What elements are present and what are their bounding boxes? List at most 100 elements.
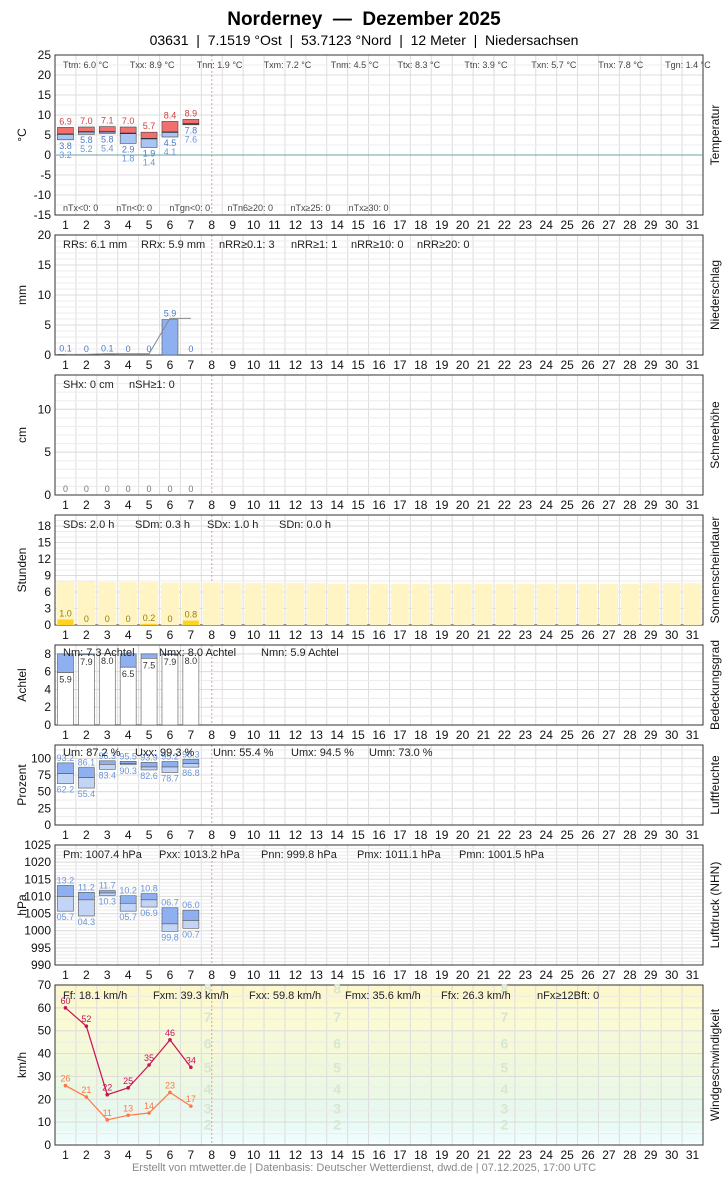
x-tick-label: 4 xyxy=(125,358,132,372)
x-tick-label: 8 xyxy=(208,628,215,642)
tmin-label: 3.8 xyxy=(59,141,72,151)
tmin-bar xyxy=(161,131,179,138)
sun-possible-bar xyxy=(56,581,75,625)
press-lower-bar xyxy=(119,902,137,912)
stat-text: Tgn: 1.4 °C xyxy=(665,60,711,70)
tground-label: 5.2 xyxy=(80,144,93,154)
tmax-label: 7.0 xyxy=(122,116,135,126)
x-tick-label: 15 xyxy=(351,828,365,842)
tmax-label: 7.1 xyxy=(101,116,114,126)
y-tick-label: 75 xyxy=(38,768,52,782)
press-lower-bar xyxy=(57,896,74,912)
wind-mean-point xyxy=(63,1083,68,1088)
x-tick-label: 17 xyxy=(393,218,407,232)
x-tick-label: 2 xyxy=(83,628,90,642)
x-tick-label: 30 xyxy=(665,498,679,512)
stat-text: Ttm: 6.0 °C xyxy=(63,60,109,70)
x-tick-label: 6 xyxy=(167,728,174,742)
wind-mean-label: 11 xyxy=(103,1108,112,1118)
beaufort-band xyxy=(55,1055,703,1079)
press-max-label: 11.2 xyxy=(78,882,95,892)
x-tick-label: 3 xyxy=(104,498,111,512)
x-tick-label: 22 xyxy=(498,498,512,512)
press-max-label: 10.2 xyxy=(119,886,137,896)
stat-text: SDn: 0.0 h xyxy=(279,519,331,531)
cloud-free-bar xyxy=(98,653,116,726)
y-tick-label: 25 xyxy=(38,801,52,815)
press-upper-bar xyxy=(98,890,116,894)
x-tick-label: 25 xyxy=(560,218,574,232)
x-tick-label: 7 xyxy=(188,728,195,742)
x-tick-label: 24 xyxy=(540,828,554,842)
tground-label: 5.4 xyxy=(101,143,114,153)
sun-possible-bar xyxy=(411,583,430,625)
beaufort-label: 2 xyxy=(204,1116,212,1132)
x-tick-label: 7 xyxy=(188,498,195,512)
hum-upper-bar xyxy=(57,762,74,774)
x-tick-label: 16 xyxy=(372,1148,386,1162)
x-tick-label: 26 xyxy=(581,828,595,842)
tground-label: 1.4 xyxy=(143,157,156,167)
sun-possible-bar xyxy=(265,583,284,625)
tmax-label: 6.9 xyxy=(59,116,72,126)
y-tick-label: 50 xyxy=(38,1024,52,1038)
x-tick-label: 27 xyxy=(602,498,616,512)
beaufort-label: 2 xyxy=(501,1116,509,1132)
sun-label: 1.0 xyxy=(59,609,72,619)
hum-lower-bar xyxy=(182,763,200,768)
y-tick-label: 20 xyxy=(38,1092,52,1106)
beaufort-label: 7 xyxy=(333,1009,341,1025)
beaufort-label: 6 xyxy=(204,1035,212,1051)
y-tick-label: 0 xyxy=(44,818,51,832)
rain-label: 5.9 xyxy=(164,309,177,319)
press-upper-bar xyxy=(57,885,74,897)
panel-title: Niederschlag xyxy=(708,260,722,330)
x-tick-label: 21 xyxy=(477,968,491,982)
x-tick-label: 29 xyxy=(644,358,658,372)
wind-max-label: 35 xyxy=(144,1053,154,1063)
x-tick-label: 23 xyxy=(519,968,533,982)
x-tick-label: 11 xyxy=(268,828,281,842)
wind-max-point xyxy=(126,1086,130,1090)
hum-upper-bar xyxy=(98,760,116,765)
x-tick-label: 12 xyxy=(289,498,303,512)
stat-text: Umx: 94.5 % xyxy=(291,747,354,759)
beaufort-label: 8 xyxy=(333,980,341,996)
y-tick-label: 5 xyxy=(44,128,51,142)
y-tick-label: 990 xyxy=(31,958,51,972)
x-tick-label: 11 xyxy=(268,358,281,372)
x-tick-label: 13 xyxy=(310,628,324,642)
x-tick-label: 28 xyxy=(623,498,637,512)
wind-max-point xyxy=(105,1092,110,1097)
x-tick-label: 2 xyxy=(83,728,90,742)
x-tick-label: 15 xyxy=(351,358,365,372)
snow-label: 0 xyxy=(147,484,152,494)
x-tick-label: 10 xyxy=(247,358,261,372)
press-lower-bar xyxy=(161,923,179,932)
x-tick-label: 20 xyxy=(456,358,470,372)
y-tick-label: 10 xyxy=(38,402,52,416)
x-tick-label: 9 xyxy=(229,358,236,372)
x-tick-label: 23 xyxy=(519,1148,533,1162)
x-tick-label: 29 xyxy=(644,828,658,842)
snow-label: 0 xyxy=(84,484,89,494)
y-tick-label: 8 xyxy=(44,647,51,661)
panel-frame xyxy=(54,374,704,496)
tground-label: 3.2 xyxy=(59,150,72,160)
stat-text: Tnx: 7.8 °C xyxy=(598,60,644,70)
panel-frame xyxy=(54,744,704,826)
x-tick-label: 31 xyxy=(686,498,700,512)
x-tick-label: 21 xyxy=(477,828,491,842)
stat-text: nTx≥30: 0 xyxy=(349,203,389,213)
x-tick-label: 16 xyxy=(372,498,386,512)
x-tick-label: 15 xyxy=(351,728,365,742)
beaufort-label: 2 xyxy=(333,1116,341,1132)
wind-max-point xyxy=(84,1024,89,1028)
cloud-label: 8.0 xyxy=(101,656,114,666)
cloud-label: 8.0 xyxy=(185,656,198,666)
tmax-label: 8.9 xyxy=(185,108,198,118)
y-tick-label: 9 xyxy=(44,569,51,583)
y-tick-label: 10 xyxy=(38,288,52,302)
